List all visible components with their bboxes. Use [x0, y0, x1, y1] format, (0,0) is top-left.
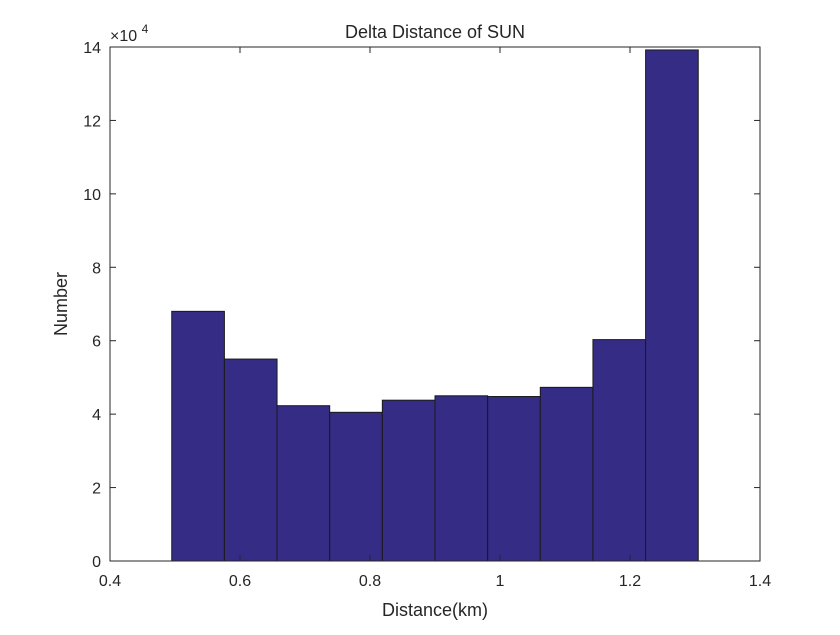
y-tick-label: 6 [92, 334, 101, 351]
histogram-bar [592, 339, 647, 562]
histogram-bar [329, 411, 383, 562]
histogram-bar [487, 396, 541, 562]
x-tick-label: 0.8 [359, 573, 381, 590]
x-tick-label: 1.4 [749, 573, 771, 590]
chart-title: Delta Distance of SUN [345, 22, 525, 42]
y-tick-label: 12 [83, 113, 101, 130]
histogram-bar [276, 405, 331, 562]
y-axis-label: Number [51, 272, 71, 336]
histogram-bar [381, 399, 436, 562]
axes-box [109, 46, 761, 562]
x-tick-label: 1 [496, 573, 505, 590]
x-tick-label: 1.2 [619, 573, 641, 590]
y-tick-label: 10 [83, 187, 101, 204]
x-axis-label: Distance(km) [382, 600, 488, 620]
histogram-bar [223, 358, 278, 562]
histogram-bar [434, 395, 489, 562]
histogram-bar [539, 386, 594, 562]
y-tick-label: 4 [92, 407, 101, 424]
y-tick-label: 0 [92, 554, 101, 571]
bars-layer [171, 49, 699, 562]
y-axis-exponent: ×10 4 [110, 22, 149, 45]
y-exponent-base: ×10 [110, 28, 137, 45]
ticks-layer: 0.4 0.6 0.8 1 1.2 1.4 0 2 4 6 8 10 12 14 [83, 40, 771, 590]
histogram-bar [171, 310, 225, 562]
y-tick-label: 2 [92, 481, 101, 498]
y-tick-label: 8 [92, 260, 101, 277]
x-tick-label: 0.4 [99, 573, 121, 590]
y-tick-label: 14 [83, 40, 101, 57]
y-exponent-power: 4 [142, 22, 149, 36]
histogram-bar [645, 49, 699, 562]
x-tick-label: 0.6 [229, 573, 251, 590]
